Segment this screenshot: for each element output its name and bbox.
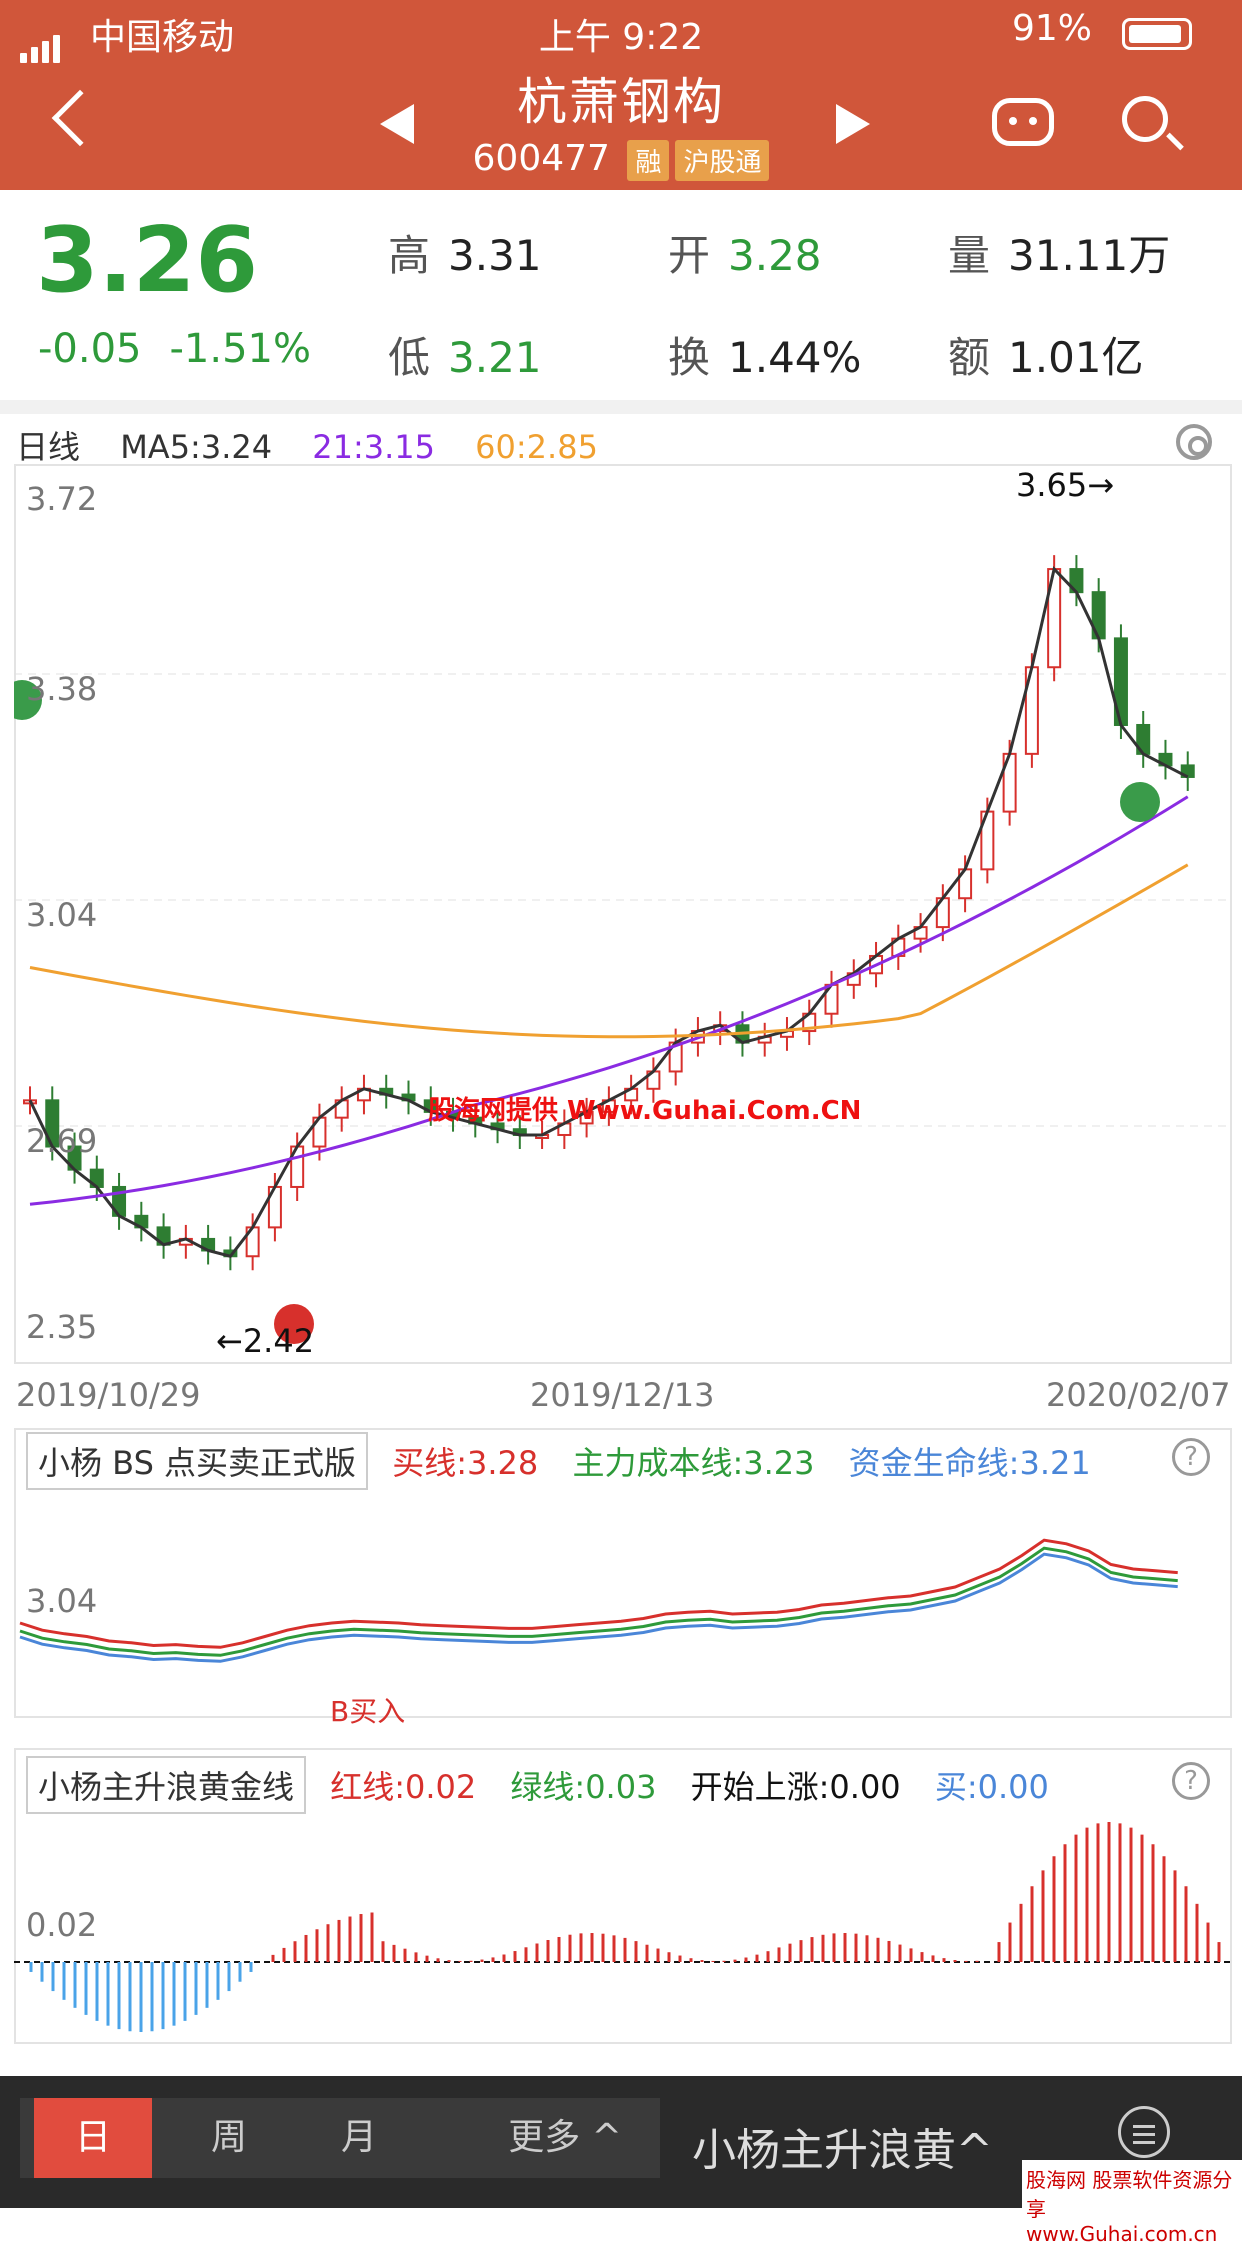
top-bar: 中国移动 上午 9:22 91% 杭萧钢构 600477 融沪股通 (0, 0, 1242, 190)
volume-cell: 量 31.11万 (948, 222, 1170, 283)
wave-start: 开始上涨:0.00 (690, 1768, 901, 1806)
date-end: 2020/02/07 (1046, 1376, 1231, 1414)
buy-line (19, 1538, 1178, 1649)
life-line (19, 1552, 1178, 1663)
bs-life-line: 资金生命线:3.21 (848, 1444, 1091, 1482)
main-cost-line (19, 1546, 1178, 1657)
high-value: 3.31 (448, 231, 542, 280)
min-note: ←2.42 (216, 1322, 315, 1360)
divider (0, 400, 1242, 414)
open-value: 3.28 (728, 231, 822, 280)
volume-label: 量 (948, 231, 991, 280)
signal-empty-dot (14, 680, 42, 720)
chart-watermark: 股海网提供 Www.Guhai.Com.CN (428, 1096, 862, 1126)
bs-main-cost: 主力成本线:3.23 (572, 1444, 815, 1482)
menu-icon[interactable] (1118, 2106, 1170, 2158)
bs-y-label: 3.04 (26, 1582, 98, 1620)
stock-title: 杭萧钢构 (517, 73, 725, 131)
stock-subtitle: 600477 融沪股通 (0, 138, 1242, 181)
wave-green: 绿线:0.03 (510, 1768, 657, 1806)
wave-panel-frame[interactable] (14, 1748, 1232, 2044)
last-price: 3.26 (36, 208, 259, 313)
signal-empty-dot (1120, 782, 1160, 822)
tab-week[interactable]: 周 (210, 2117, 247, 2158)
help-icon[interactable]: ? (1172, 1438, 1210, 1476)
turnover-cell: 换 1.44% (668, 324, 861, 385)
footer-watermark: 股海网 股票软件资源分享 www.Guhai.com.cn (1022, 2160, 1242, 2246)
signal-icon (20, 22, 64, 63)
amount-cell: 额 1.01亿 (948, 324, 1144, 385)
bs-panel-header: 小杨 BS 点买卖正式版 买线:3.28 主力成本线:3.23 资金生命线:3.… (26, 1432, 1091, 1490)
wave-red: 红线:0.02 (330, 1768, 477, 1806)
signal-long-dot (274, 1304, 314, 1344)
low-label: 低 (388, 333, 431, 382)
low-value: 3.21 (448, 333, 542, 382)
search-icon[interactable] (1122, 96, 1168, 142)
ma5-line (28, 566, 1189, 1258)
date-start: 2019/10/29 (16, 1376, 201, 1414)
volume-value: 31.11万 (1008, 231, 1171, 280)
max-note: 3.65→ (1016, 466, 1115, 504)
indicator-selector[interactable]: 小杨主升浪黄^ (692, 2125, 993, 2176)
next-stock-icon[interactable] (836, 104, 870, 144)
ma5-label: MA5:3.24 (120, 428, 273, 466)
connect-badge: 沪股通 (675, 139, 770, 181)
robot-icon[interactable] (992, 98, 1054, 146)
clock: 上午 9:22 (538, 17, 704, 58)
gear-icon[interactable] (1176, 424, 1212, 460)
quote-panel: 3.26 -0.05 -1.51% 高 3.31 开 3.28 量 31.11万 低 3.… (0, 190, 1242, 400)
low-cell: 低 3.21 (388, 324, 542, 385)
period-label[interactable]: 日线 (16, 428, 81, 466)
candle-chart-frame[interactable] (14, 464, 1232, 1364)
ma21-line (29, 795, 1189, 1206)
bs-panel-frame[interactable] (14, 1428, 1232, 1718)
wave-buy: 买:0.00 (934, 1768, 1049, 1806)
wave-y-label: 0.02 (26, 1906, 98, 1944)
status-bar: 中国移动 上午 9:22 91% (0, 8, 1242, 63)
prev-stock-icon[interactable] (380, 104, 414, 144)
candle-chart[interactable] (14, 464, 1232, 1364)
tab-month[interactable]: 月 (340, 2117, 377, 2158)
ma60-line (29, 863, 1189, 1039)
open-cell: 开 3.28 (668, 222, 822, 283)
carrier: 中国移动 (90, 17, 235, 58)
candle-body (1180, 764, 1195, 778)
bs-indicator-name[interactable]: 小杨 BS 点买卖正式版 (26, 1432, 369, 1490)
period-tabs: 日 周 月 更多 ^ (20, 2098, 660, 2178)
y-label-4: 2.69 (26, 1122, 98, 1160)
help-icon[interactable]: ? (1172, 1762, 1210, 1800)
bs-chart[interactable] (14, 1490, 1232, 1718)
high-label: 高 (388, 231, 431, 280)
stock-code: 600477 (472, 138, 610, 179)
turnover-value: 1.44% (728, 333, 862, 382)
y-label-3: 3.04 (26, 896, 98, 934)
wave-indicator-name[interactable]: 小杨主升浪黄金线 (26, 1756, 307, 1814)
ma-legend: 日线 MA5:3.24 21:3.15 60:2.85 (16, 422, 628, 466)
change-value: -0.05 (38, 326, 142, 372)
tab-day[interactable]: 日 (34, 2098, 152, 2178)
bs-buy-line: 买线:3.28 (392, 1444, 539, 1482)
high-cell: 高 3.31 (388, 222, 542, 283)
open-label: 开 (668, 231, 711, 280)
ma60-label: 60:2.85 (475, 428, 598, 466)
battery-percent: 91% (1011, 8, 1092, 49)
amount-label: 额 (948, 333, 991, 382)
ma21-label: 21:3.15 (312, 428, 435, 466)
bs-buy-tag: B买入 (330, 1695, 406, 1728)
y-label-2: 3.38 (26, 670, 98, 708)
margin-badge: 融 (627, 139, 670, 181)
change-percent: -1.51% (169, 326, 312, 372)
y-label-top: 3.72 (26, 480, 98, 518)
tab-more[interactable]: 更多 ^ (508, 2117, 622, 2158)
turnover-label: 换 (668, 333, 711, 382)
wave-chart[interactable] (14, 1810, 1232, 2044)
battery-icon (1122, 18, 1192, 50)
price-change: -0.05 -1.51% (38, 326, 339, 372)
date-mid: 2019/12/13 (530, 1376, 715, 1414)
y-label-bottom: 2.35 (26, 1308, 98, 1346)
amount-value: 1.01亿 (1008, 333, 1144, 382)
wave-panel-header: 小杨主升浪黄金线 红线:0.02 绿线:0.03 开始上涨:0.00 买:0.0… (26, 1756, 1049, 1814)
